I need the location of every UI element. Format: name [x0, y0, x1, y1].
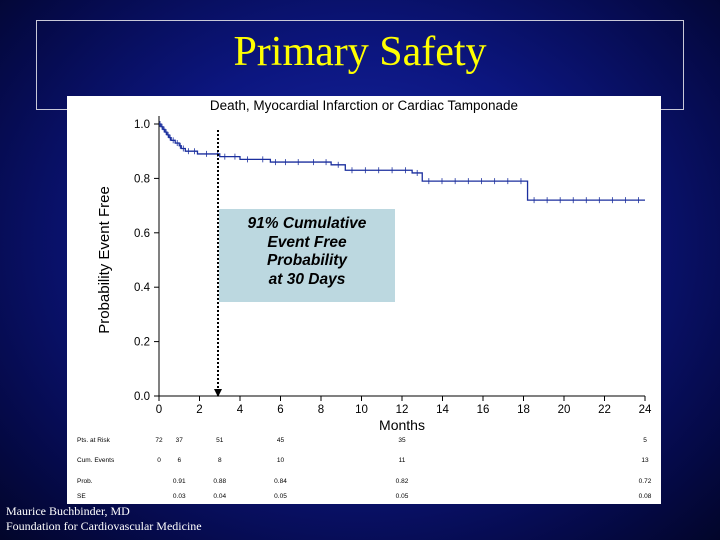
km-chart: Death, Myocardial Infarction or Cardiac … — [77, 98, 652, 500]
callout-line-2: Event Free — [267, 233, 347, 251]
risk-row-label: Cum. Events — [77, 457, 115, 464]
x-tick-label: 20 — [558, 404, 571, 416]
risk-cell: 5 — [643, 437, 647, 444]
risk-cell: 0.84 — [274, 478, 287, 485]
callout-line-1: 91% Cumulative — [247, 215, 367, 232]
risk-cell: 0.04 — [213, 493, 226, 500]
risk-cell: 0.05 — [274, 493, 287, 500]
risk-table: Pts. at Risk 72 37 51 45 35 5 Cum. Events 0 6 8 10 1… — [77, 437, 652, 500]
x-tick-label: 16 — [477, 404, 490, 416]
risk-row-label: Prob. — [77, 478, 93, 485]
survival-curve — [159, 123, 645, 201]
risk-cell: 35 — [398, 437, 406, 444]
x-tick-label: 24 — [639, 404, 652, 416]
risk-row-label: Pts. at Risk — [77, 437, 111, 444]
callout-line-3: Probability — [266, 252, 348, 269]
y-tick-label: 0.6 — [134, 228, 150, 240]
x-tick-label: 6 — [277, 404, 283, 416]
risk-cell: 0.72 — [639, 478, 652, 485]
axes: 0.00.20.40.60.81.00 2 4 6 8 10 12 14 16 18 20 22 24 — [134, 116, 652, 416]
slide-title: Primary Safety — [233, 29, 487, 75]
day30-marker-layer — [214, 130, 222, 397]
risk-cell: 0.03 — [173, 493, 186, 500]
callout-line-4: at 30 Days — [268, 270, 346, 288]
y-tick-label: 0.2 — [134, 337, 150, 349]
risk-cell: 6 — [177, 457, 181, 464]
x-tick-label: 2 — [196, 404, 202, 416]
risk-cell: 13 — [641, 457, 649, 464]
risk-cell: 0 — [157, 457, 161, 464]
x-tick-label: 18 — [517, 404, 530, 416]
risk-row-label: SE — [77, 493, 86, 500]
risk-cell: 0.88 — [213, 478, 226, 485]
footer-credit: Maurice Buchbinder, MD Foundation for Ca… — [6, 504, 202, 534]
risk-cell: 0.91 — [173, 478, 186, 485]
y-axis-label: Probability Event Free — [96, 186, 113, 334]
x-tick-label: 4 — [237, 404, 244, 416]
y-tick-label: 0.4 — [134, 282, 151, 294]
y-tick-label: 1.0 — [134, 119, 150, 131]
risk-cell: 72 — [155, 437, 163, 444]
risk-cell: 37 — [176, 437, 184, 444]
risk-cell: 45 — [277, 437, 285, 444]
y-tick-label: 0.0 — [134, 391, 150, 403]
footer-author: Maurice Buchbinder, MD — [6, 504, 130, 518]
km-plot-panel: Death, Myocardial Infarction or Cardiac … — [67, 96, 661, 504]
x-axis-label: Months — [379, 417, 425, 433]
risk-cell: 0.08 — [639, 493, 652, 500]
risk-cell: 11 — [399, 457, 406, 464]
survival-curve-layer — [159, 121, 645, 204]
callout-box: 91% Cumulative Event Free Probability at… — [219, 209, 395, 302]
risk-cell: 0.05 — [396, 493, 409, 500]
risk-cell: 10 — [277, 457, 285, 464]
x-tick-label: 10 — [355, 404, 368, 416]
x-tick-label: 12 — [396, 404, 409, 416]
risk-cell: 8 — [218, 457, 222, 464]
x-tick-label: 0 — [156, 404, 162, 416]
chart-title: Death, Myocardial Infarction or Cardiac … — [210, 98, 518, 113]
day30-marker-arrowhead — [214, 389, 222, 397]
risk-cell: 51 — [216, 437, 224, 444]
x-tick-label: 14 — [436, 404, 449, 416]
y-tick-label: 0.8 — [134, 173, 150, 185]
x-tick-label: 22 — [598, 404, 611, 416]
x-tick-label: 8 — [318, 404, 324, 416]
footer-organization: Foundation for Cardiovascular Medicine — [6, 519, 202, 533]
risk-cell: 0.82 — [396, 478, 409, 485]
